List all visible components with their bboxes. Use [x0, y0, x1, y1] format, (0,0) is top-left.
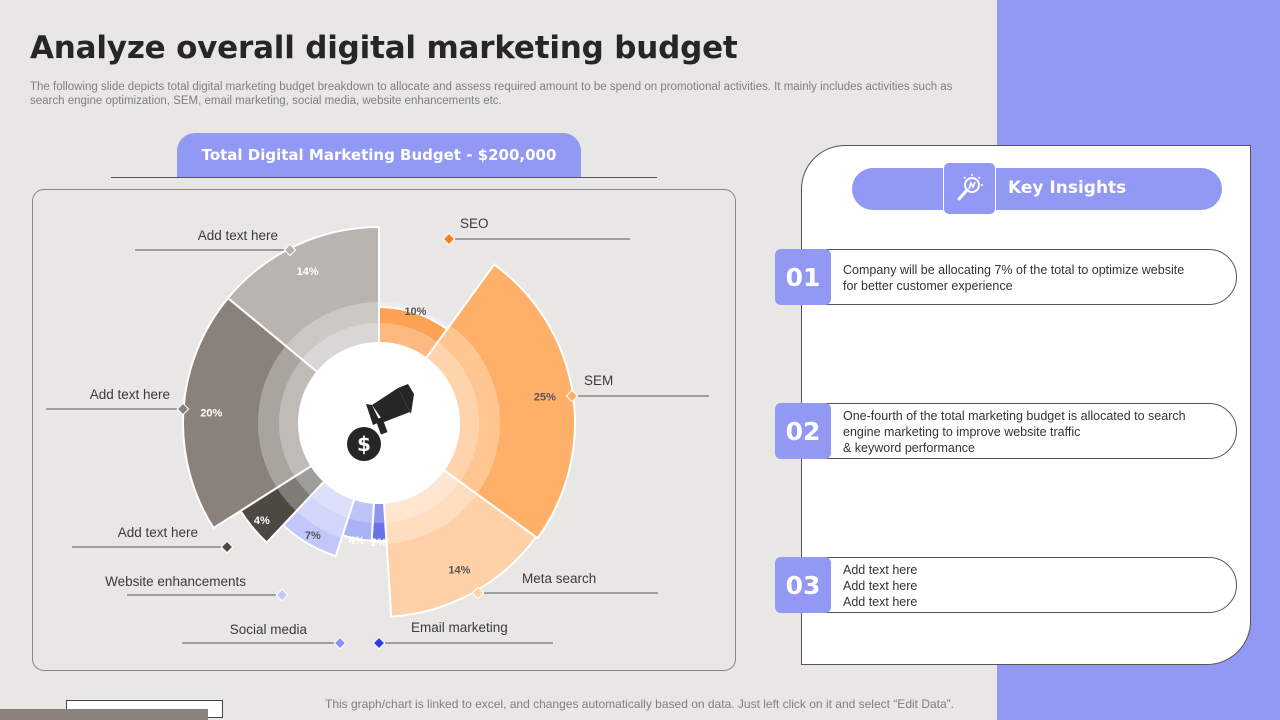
insight-number: 02 — [775, 403, 831, 459]
svg-text:$: $ — [357, 432, 371, 456]
chart-leader-marker — [333, 636, 347, 650]
chart-leader-marker — [372, 636, 386, 650]
footer-note: This graph/chart is linked to excel, and… — [325, 697, 954, 711]
chart-labels: 10% SEO 25% SEM 14% Meta search 2% Email market… — [46, 216, 709, 650]
chart-category-label: Meta search — [522, 571, 596, 586]
page-subtitle: The following slide depicts total digita… — [30, 81, 953, 107]
chart-leader-marker — [176, 402, 190, 416]
insight-text: One-fourth of the total marketing budget… — [843, 409, 1186, 455]
insight-item-3: 03 Add text here Add text here Add text … — [775, 557, 1237, 613]
chart-category-label: SEO — [460, 216, 489, 231]
insight-number: 01 — [775, 249, 831, 305]
chart-leader-marker — [471, 586, 485, 600]
chart-leader-marker — [283, 243, 297, 257]
chart-category-label: Email marketing — [411, 620, 508, 635]
chart-value-label: 14% — [448, 564, 470, 576]
chart-frame — [32, 189, 736, 671]
chart-value-label: 4% — [349, 535, 365, 547]
megaphone-dollar-icon: $ — [347, 384, 414, 461]
chart-value-label: 10% — [404, 306, 426, 318]
insights-title: Key Insights — [1008, 178, 1127, 198]
insights-header — [852, 168, 1222, 210]
chart-category-label: Add text here — [90, 387, 170, 402]
chart-value-label: 14% — [296, 266, 318, 278]
chart-value-label: 25% — [534, 392, 556, 404]
chart-category-label: Website enhancements — [105, 574, 246, 589]
budget-header: Total Digital Marketing Budget - $200,00… — [177, 133, 581, 177]
footer-bar — [0, 709, 208, 720]
insight-item-1: 01 Company will be allocating 7% of the … — [775, 249, 1237, 305]
chart-category-label: Add text here — [198, 228, 278, 243]
lightbulb-search-icon — [943, 162, 996, 215]
chart-value-label: 20% — [200, 407, 222, 419]
insight-number: 03 — [775, 557, 831, 613]
chart-value-label: 7% — [305, 530, 321, 542]
chart-category-label: SEM — [584, 373, 613, 388]
chart-leader-marker — [220, 540, 234, 554]
page-title: Analyze overall digital marketing budget — [30, 30, 738, 66]
insight-item-2: 02 One-fourth of the total marketing bud… — [775, 403, 1237, 459]
chart-category-label: Add text here — [118, 525, 198, 540]
insight-pill — [803, 557, 1237, 613]
chart-value-label: 2% — [371, 537, 387, 549]
chart-leader-marker — [442, 232, 456, 246]
budget-header-underline — [111, 177, 657, 178]
insight-text: Add text here Add text here Add text her… — [843, 563, 918, 609]
budget-doughnut-chart[interactable]: $ 10% SEO 25% SEM 14% Meta search 2% Email mark… — [0, 0, 760, 690]
chart-leader-marker — [565, 389, 579, 403]
chart-slices — [182, 225, 576, 618]
insight-pill — [803, 249, 1237, 305]
chart-category-label: Social media — [230, 622, 308, 637]
chart-leader-marker — [275, 588, 289, 602]
chart-value-label: 4% — [254, 515, 270, 527]
insight-text: Company will be allocating 7% of the tot… — [843, 263, 1185, 293]
insight-pill — [803, 403, 1237, 459]
